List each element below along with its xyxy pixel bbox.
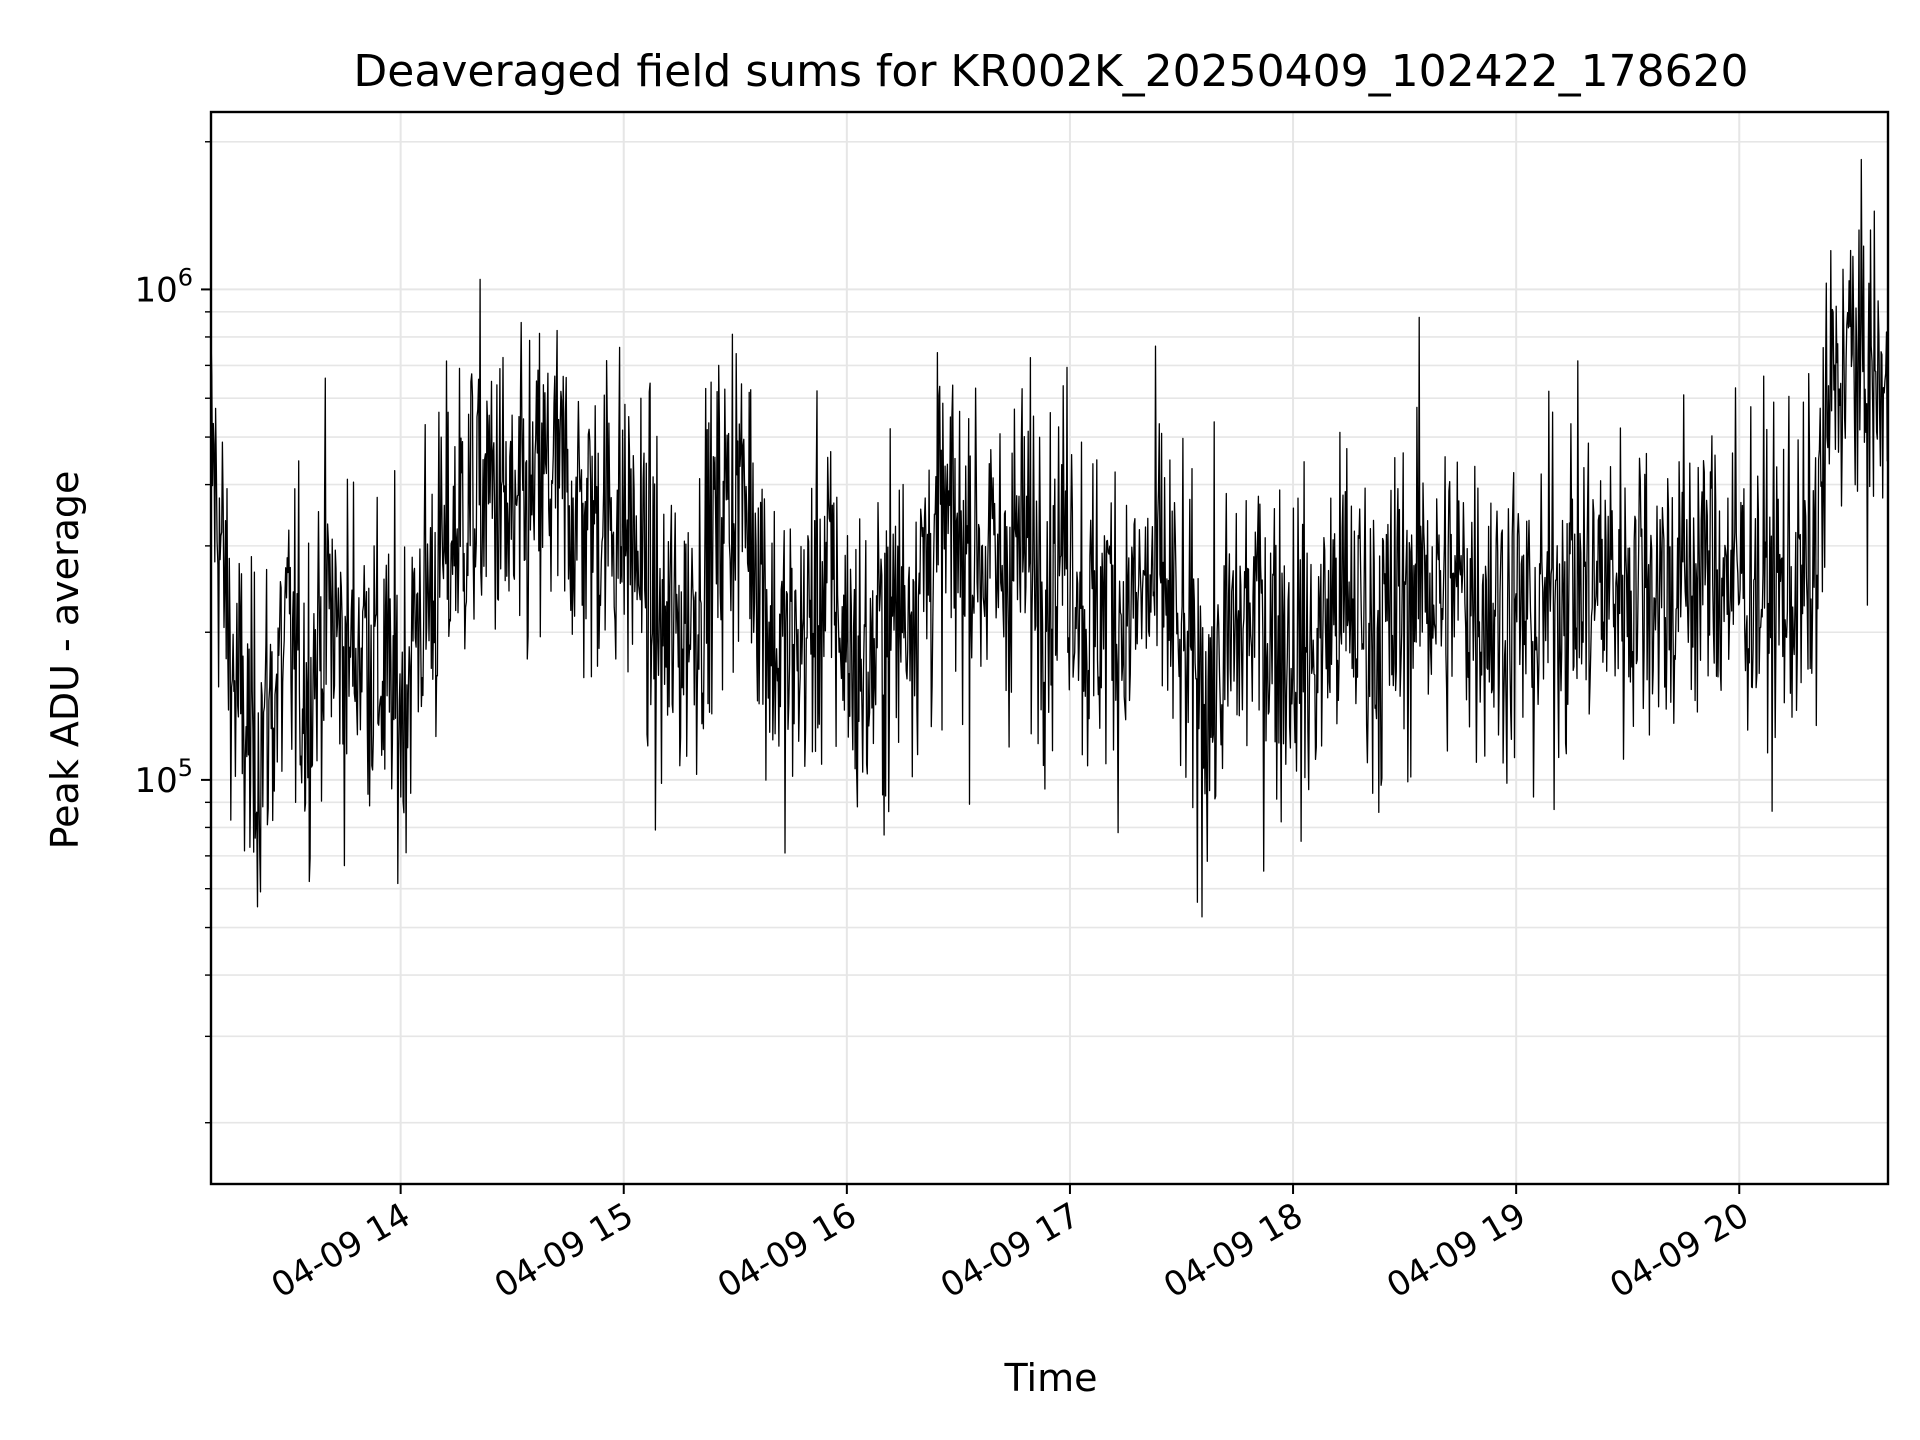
y-tick-label: 105 bbox=[134, 754, 193, 801]
chart-title: Deaveraged field sums for KR002K_2025040… bbox=[353, 46, 1748, 97]
series-line bbox=[210, 158, 1889, 918]
y-tick-label: 106 bbox=[134, 263, 193, 310]
x-axis-label: Time bbox=[1004, 1356, 1098, 1400]
plot-frame bbox=[209, 110, 1890, 1186]
y-axis-label: Peak ADU - average bbox=[43, 471, 87, 850]
